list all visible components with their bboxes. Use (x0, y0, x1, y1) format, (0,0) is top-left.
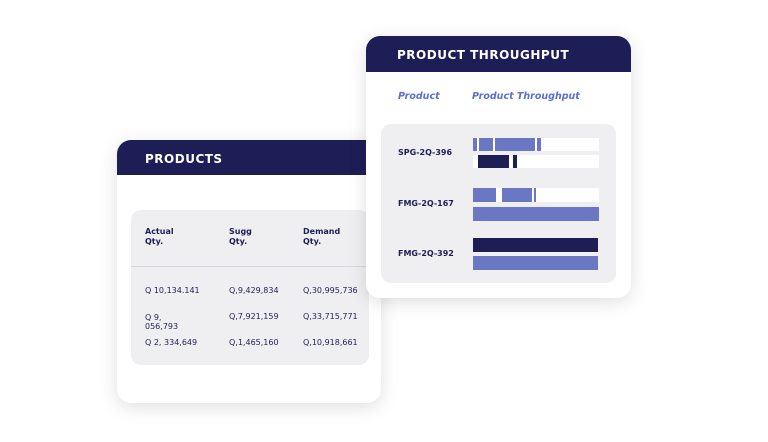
bar (502, 188, 532, 202)
cell: Q,10,918,661 (303, 338, 358, 347)
column-label: Product Throughput (472, 91, 580, 102)
column-header: Sugg Qty. (229, 227, 252, 246)
column-header: Actual Qty. (145, 227, 174, 246)
cell: Q,7,921,159 (229, 312, 279, 321)
cell: Q 10,134.141 (145, 286, 200, 295)
cell: Q,30,995,736 (303, 286, 358, 295)
bar (534, 188, 536, 202)
throughput-title: PRODUCT THROUGHPUT (366, 36, 631, 72)
bar (478, 155, 509, 168)
bar (473, 207, 599, 221)
throughput-panel: SPG-2Q-396 FMG-2Q-167 FMG-2Q-392 (381, 124, 616, 283)
bar (495, 138, 535, 151)
product-label: SPG-2Q-396 (398, 148, 453, 157)
bar (473, 188, 496, 202)
throughput-card: PRODUCT THROUGHPUT Product Product Throu… (366, 36, 631, 298)
bar (479, 138, 493, 151)
products-panel: Actual Qty. Sugg Qty. Demand Qty. Q 10,1… (131, 210, 369, 365)
cell: Q,1,465,160 (229, 338, 279, 347)
column-header: Demand Qty. (303, 227, 341, 246)
cell: Q,9,429,834 (229, 286, 279, 295)
bar (513, 155, 517, 168)
cell: Q 9, 056,793 (145, 313, 179, 331)
bar (473, 256, 598, 270)
product-label: FMG-2Q-167 (398, 199, 454, 208)
bar (537, 138, 541, 151)
divider (131, 266, 369, 267)
throughput-bars (473, 138, 599, 270)
products-title: PRODUCTS (117, 140, 381, 175)
product-label: FMG-2Q-392 (398, 249, 454, 258)
products-card: PRODUCTS Actual Qty. Sugg Qty. Demand Qt… (117, 140, 381, 403)
column-label: Product (398, 91, 440, 102)
bar (473, 138, 477, 151)
cell: Q,33,715,771 (303, 312, 358, 321)
cell: Q 2, 334,649 (145, 338, 198, 347)
bar (473, 238, 598, 252)
